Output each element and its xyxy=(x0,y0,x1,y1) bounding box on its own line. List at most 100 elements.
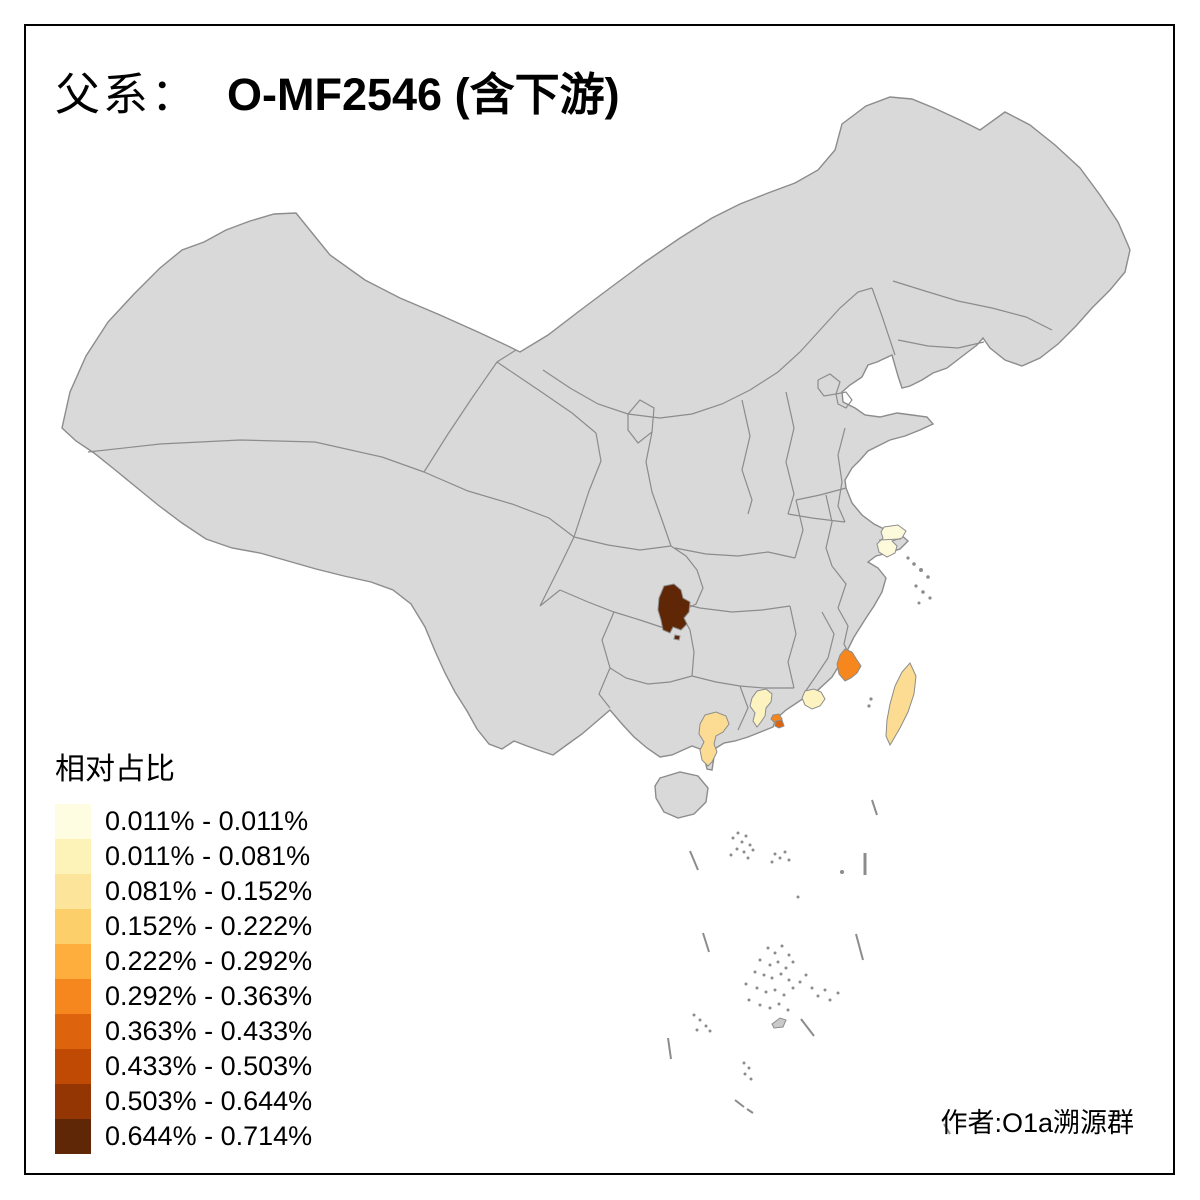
islet xyxy=(742,1061,746,1065)
islet xyxy=(786,1008,790,1012)
legend-label: 0.011% - 0.081% xyxy=(105,841,311,871)
islet xyxy=(773,988,777,992)
legend-label: 0.081% - 0.152% xyxy=(105,876,313,906)
region-central-dark xyxy=(657,583,691,641)
islet xyxy=(698,1018,702,1022)
islet xyxy=(906,556,910,560)
legend-row: 0.152% - 0.222% xyxy=(55,909,312,944)
islet xyxy=(770,976,774,980)
province-border-line xyxy=(785,391,795,515)
province-border-line xyxy=(794,499,804,559)
legend-row: 0.292% - 0.363% xyxy=(55,979,312,1014)
islet xyxy=(836,991,840,995)
province-border-line xyxy=(892,280,1053,331)
islet xyxy=(926,575,930,579)
legend-swatch xyxy=(55,804,91,839)
title-haplogroup: O-MF2546 (含下游) xyxy=(227,69,620,120)
province-border-line xyxy=(496,361,597,434)
province-border-line xyxy=(835,391,853,409)
region-guangdong-east xyxy=(801,688,826,710)
islet xyxy=(777,1002,781,1006)
legend-title: 相对占比 xyxy=(55,753,175,786)
islet xyxy=(823,988,827,992)
islet xyxy=(742,850,746,854)
legend-label: 0.292% - 0.363% xyxy=(105,981,313,1011)
province-border-line xyxy=(804,611,835,693)
islet xyxy=(928,596,932,600)
islet-blob xyxy=(771,1017,787,1029)
islet xyxy=(840,870,844,874)
province-border-line xyxy=(737,685,749,731)
islet xyxy=(919,568,923,572)
province-border-line xyxy=(539,536,575,607)
legend-swatch xyxy=(55,979,91,1014)
page-title: 父系： O-MF2546 (含下游) xyxy=(55,58,620,123)
legend-label: 0.222% - 0.292% xyxy=(105,946,313,976)
province-border-line xyxy=(795,487,847,501)
region-leizhou-peninsula xyxy=(698,711,730,767)
legend-label: 0.011% - 0.011% xyxy=(105,806,309,836)
colored-regions xyxy=(657,524,917,767)
islet xyxy=(743,1072,747,1076)
legend-row: 0.081% - 0.152% xyxy=(55,874,312,909)
islet xyxy=(782,993,786,997)
islet xyxy=(744,834,748,838)
islet xyxy=(744,982,748,986)
legend-label: 0.644% - 0.714% xyxy=(105,1121,313,1151)
legend-swatch xyxy=(55,1119,91,1154)
legend-swatch xyxy=(55,1014,91,1049)
islet xyxy=(753,970,757,974)
legend-row: 0.011% - 0.011% xyxy=(55,804,312,839)
sea-dash xyxy=(800,1018,815,1037)
province-border-line xyxy=(645,431,672,547)
province-border-line xyxy=(573,432,602,538)
islet xyxy=(791,960,795,964)
province-borders xyxy=(87,280,1053,731)
islet xyxy=(766,946,770,950)
islet xyxy=(917,601,921,605)
islet xyxy=(787,953,791,957)
islet xyxy=(768,963,772,967)
legend-label: 0.433% - 0.503% xyxy=(105,1051,313,1081)
islet xyxy=(921,590,925,594)
legend-row: 0.363% - 0.433% xyxy=(55,1014,312,1049)
legend-swatch xyxy=(55,1049,91,1084)
yangtze-river-line xyxy=(878,538,902,541)
legend-label: 0.152% - 0.222% xyxy=(105,911,313,941)
sea-dash xyxy=(871,799,878,816)
legend-swatch xyxy=(55,944,91,979)
sea-dash xyxy=(734,1099,745,1108)
islet xyxy=(755,986,759,990)
islet xyxy=(796,895,800,899)
province-border-line xyxy=(573,536,672,551)
sea-dash xyxy=(667,1037,672,1060)
region-yangtze-delta xyxy=(876,524,907,558)
region-fujian-coast xyxy=(836,648,862,682)
province-border-line xyxy=(871,287,896,356)
sea-dash xyxy=(746,1108,754,1114)
legend-swatch xyxy=(55,839,91,874)
islet xyxy=(780,944,784,948)
legend-row: 0.433% - 0.503% xyxy=(55,1049,312,1084)
legend-row: 0.644% - 0.714% xyxy=(55,1119,312,1154)
islet xyxy=(787,978,791,982)
plot-frame xyxy=(24,24,1175,1175)
islet xyxy=(798,980,802,984)
province-border-line xyxy=(423,471,575,538)
sea-dash xyxy=(943,1123,951,1135)
islet xyxy=(729,853,733,857)
islet xyxy=(912,562,916,566)
province-border-line xyxy=(609,667,693,685)
sea-dash xyxy=(855,933,864,961)
region-guangdong-west xyxy=(749,688,773,728)
province-border-line xyxy=(741,399,753,515)
province-border-line xyxy=(825,494,833,567)
islet xyxy=(783,850,787,854)
islet xyxy=(695,1028,699,1032)
province-border-line xyxy=(670,545,704,613)
legend-swatch xyxy=(55,874,91,909)
islet xyxy=(740,840,744,844)
islet xyxy=(816,994,820,998)
